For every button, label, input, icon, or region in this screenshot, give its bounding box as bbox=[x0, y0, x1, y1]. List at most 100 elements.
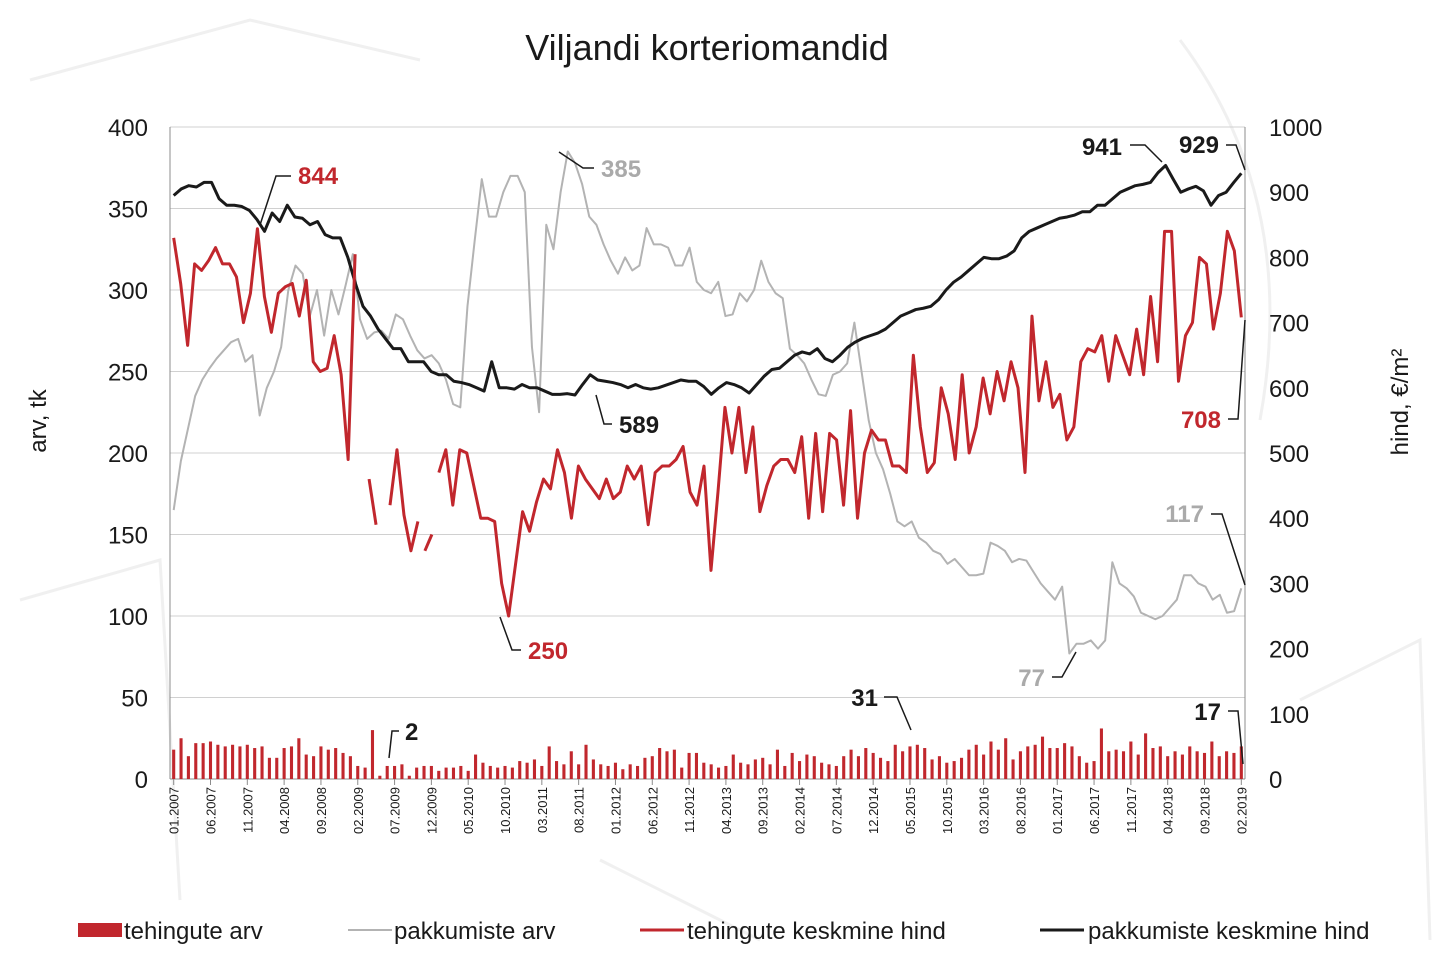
bar bbox=[304, 754, 308, 779]
annotation-label: 117 bbox=[1165, 501, 1204, 528]
bar bbox=[1099, 728, 1103, 779]
bar bbox=[599, 764, 603, 779]
bar bbox=[334, 748, 338, 779]
y-left-tick-label: 300 bbox=[108, 278, 148, 305]
bar bbox=[974, 744, 978, 779]
x-tick-label: 11.2017 bbox=[1124, 787, 1139, 833]
y-right-tick-label: 800 bbox=[1269, 245, 1309, 272]
annotation-leader bbox=[1228, 319, 1246, 420]
bar bbox=[1077, 756, 1081, 779]
bar bbox=[341, 752, 345, 779]
bar bbox=[260, 746, 264, 779]
y-right-tick-label: 600 bbox=[1269, 376, 1309, 403]
bar bbox=[959, 757, 964, 779]
bar bbox=[393, 765, 397, 779]
bar bbox=[915, 744, 919, 779]
annotation-label: 17 bbox=[1194, 699, 1221, 726]
bar bbox=[709, 764, 713, 779]
bar bbox=[267, 757, 271, 779]
bar bbox=[1011, 759, 1015, 779]
y-left-tick-label: 250 bbox=[108, 360, 148, 387]
bar bbox=[201, 743, 205, 779]
bar bbox=[967, 749, 971, 779]
bar bbox=[716, 767, 721, 779]
bar bbox=[761, 757, 765, 779]
bar bbox=[820, 762, 824, 779]
bar bbox=[488, 765, 492, 779]
annotation-leader bbox=[259, 175, 291, 226]
bar bbox=[1033, 744, 1037, 779]
line-tehingute-keskmine-hind bbox=[367, 478, 378, 525]
annotation-label: 31 bbox=[851, 685, 878, 712]
bar bbox=[1026, 746, 1030, 779]
annotation-label: 589 bbox=[619, 412, 659, 439]
bar bbox=[474, 754, 478, 779]
bar bbox=[886, 761, 890, 779]
y-left-tick-label: 0 bbox=[135, 767, 148, 794]
bar bbox=[223, 746, 227, 779]
bar bbox=[775, 749, 779, 779]
bar bbox=[783, 765, 787, 779]
bar bbox=[429, 765, 433, 779]
bar bbox=[923, 748, 927, 779]
x-tick-label: 09.2018 bbox=[1198, 787, 1213, 834]
bar bbox=[481, 762, 485, 779]
bar bbox=[186, 756, 190, 779]
bar bbox=[459, 765, 463, 779]
chart-title: Viljandi korteriomandid bbox=[525, 27, 889, 68]
bar bbox=[827, 764, 831, 779]
y-right-tick-label: 300 bbox=[1269, 571, 1309, 598]
x-tick-label: 02.2014 bbox=[793, 787, 808, 834]
line-tehingute-keskmine-hind bbox=[423, 533, 434, 552]
bar bbox=[878, 757, 883, 779]
bar bbox=[613, 762, 618, 779]
x-tick-label: 04.2008 bbox=[277, 787, 292, 834]
gridlines bbox=[169, 126, 1246, 780]
bar bbox=[319, 746, 323, 779]
bar bbox=[231, 744, 235, 779]
x-tick-label: 12.2009 bbox=[424, 787, 439, 834]
bar bbox=[1166, 756, 1170, 779]
bar bbox=[540, 765, 544, 779]
bar bbox=[569, 751, 573, 779]
x-tick-label: 08.2011 bbox=[572, 787, 587, 833]
bar bbox=[385, 765, 389, 779]
bar bbox=[297, 738, 301, 779]
bar bbox=[1173, 751, 1177, 779]
y-axis-right: 0 100 200 300 400 500 600 700 800 900 1000 bbox=[1269, 115, 1322, 794]
bar bbox=[422, 765, 426, 779]
bar bbox=[1180, 754, 1184, 779]
annotations: 844 385 589 250 2 31 941 929 708 117 77 17 bbox=[259, 132, 1246, 765]
bar bbox=[1085, 762, 1089, 779]
annotation-leader bbox=[595, 394, 612, 425]
y-axis-right-label: hind, €/m² bbox=[1387, 349, 1414, 456]
annotation-label: 708 bbox=[1181, 407, 1221, 434]
bar bbox=[172, 749, 176, 779]
line-tehingute-keskmine-hind bbox=[388, 448, 420, 553]
bar bbox=[952, 761, 956, 779]
x-tick-label: 08.2016 bbox=[1013, 787, 1028, 834]
x-tick-label: 10.2015 bbox=[940, 787, 955, 834]
bar bbox=[1055, 748, 1059, 779]
bar bbox=[444, 767, 448, 779]
bar bbox=[1063, 743, 1067, 779]
bar bbox=[834, 765, 838, 779]
bar bbox=[312, 756, 316, 779]
line-pakkumiste-keskmine-hind bbox=[172, 163, 1243, 397]
bar bbox=[584, 744, 588, 779]
x-tick-label: 01.2017 bbox=[1050, 787, 1065, 834]
bar bbox=[503, 765, 507, 779]
annotation-leader bbox=[499, 616, 521, 651]
bar bbox=[1129, 741, 1133, 779]
y-right-tick-label: 1000 bbox=[1269, 115, 1322, 142]
background-decoration bbox=[19, 18, 1432, 942]
bar bbox=[606, 765, 610, 779]
y-axis-left-label: arv, tk bbox=[25, 388, 52, 453]
bar bbox=[893, 744, 897, 779]
x-tick-label: 04.2018 bbox=[1161, 787, 1176, 834]
bar bbox=[363, 767, 367, 779]
annotation-leader bbox=[558, 151, 594, 169]
bar bbox=[753, 759, 757, 779]
x-tick-label: 09.2008 bbox=[314, 787, 329, 834]
